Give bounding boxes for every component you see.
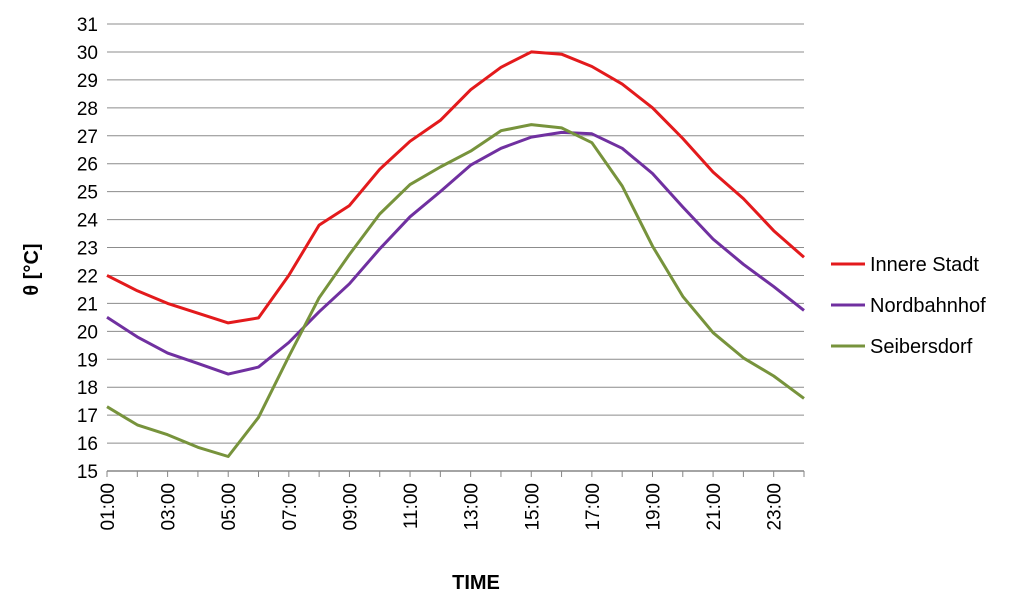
y-tick-label: 29 <box>77 71 98 92</box>
x-tick-label: 15:00 <box>522 483 543 531</box>
y-tick-label: 17 <box>77 406 98 427</box>
series-line-seibersdorf <box>106 123 805 458</box>
gridlines <box>106 23 805 477</box>
y-tick-label: 25 <box>77 183 98 204</box>
legend-label: Innere Stadt <box>870 254 979 276</box>
x-tick-label: 07:00 <box>280 483 301 531</box>
legend-label: Nordbahnhof <box>870 295 986 317</box>
y-tick-label: 23 <box>77 239 98 260</box>
x-tick-label: 13:00 <box>462 483 483 531</box>
y-tick-label: 22 <box>77 266 98 287</box>
x-tick-label: 17:00 <box>583 483 604 531</box>
y-axis-tick-labels: 15 16 17 18 19 20 21 22 23 24 25 26 27 28 29 30 31 <box>77 15 99 483</box>
y-tick-label: 21 <box>77 294 98 315</box>
y-tick-label: 19 <box>77 350 98 371</box>
legend-label: Seibersdorf <box>870 336 973 358</box>
y-tick-label: 18 <box>77 378 98 399</box>
x-tick-label: 23:00 <box>765 483 786 531</box>
series-line-nordbahnhof <box>106 130 805 376</box>
y-tick-label: 15 <box>77 462 98 483</box>
y-tick-label: 28 <box>77 99 98 120</box>
series-line-innere-stadt <box>106 50 805 325</box>
y-tick-label: 16 <box>77 434 98 455</box>
y-tick-label: 31 <box>77 15 98 36</box>
series-lines <box>106 50 805 458</box>
x-tick-label: 09:00 <box>340 483 361 531</box>
x-tick-label: 01:00 <box>98 483 119 531</box>
x-tick-label: 03:00 <box>159 483 180 531</box>
x-tick-label: 05:00 <box>219 483 240 531</box>
x-tick-label: 21:00 <box>704 483 725 531</box>
x-tick-label: 11:00 <box>401 483 422 529</box>
x-tick-label: 19:00 <box>643 483 664 531</box>
y-tick-label: 24 <box>77 211 99 232</box>
y-tick-label: 27 <box>77 127 98 148</box>
x-axis-tick-labels: 01:00 03:00 05:00 07:00 09:00 11:00 13:00 15:00… <box>98 483 786 531</box>
y-tick-label: 20 <box>77 322 98 343</box>
y-axis-title: θ [°C] <box>21 243 43 295</box>
y-tick-label: 30 <box>77 43 98 64</box>
legend: Innere Stadt Nordbahnhof Seibersdorf <box>831 254 986 358</box>
x-axis-title: TIME <box>452 572 500 594</box>
y-tick-label: 26 <box>77 155 98 176</box>
